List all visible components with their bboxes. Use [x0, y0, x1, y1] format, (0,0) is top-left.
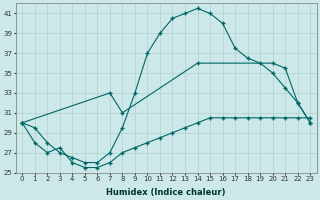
X-axis label: Humidex (Indice chaleur): Humidex (Indice chaleur) [107, 188, 226, 197]
